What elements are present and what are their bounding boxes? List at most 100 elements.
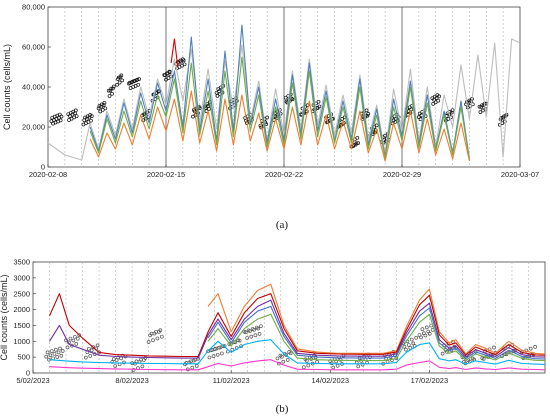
observation-point [423, 333, 428, 338]
observation-point [245, 336, 250, 340]
observation-point [86, 346, 91, 351]
observation-point [409, 107, 414, 112]
observation-point [481, 357, 486, 361]
observation-point [356, 364, 361, 369]
observation-point [99, 104, 103, 109]
observation-point [257, 332, 262, 336]
observation-point [473, 349, 478, 354]
observation-point [109, 86, 114, 91]
observation-point [533, 345, 537, 349]
observation-point [116, 75, 121, 80]
y-tick-label: 40,000 [22, 83, 45, 92]
observation-point [478, 110, 483, 114]
observation-point [48, 353, 53, 358]
observation-point [98, 109, 103, 114]
observation-point [317, 104, 322, 109]
series-line-2 [48, 293, 546, 358]
observation-point [356, 141, 361, 145]
observation-point [117, 80, 122, 85]
observation-point [290, 97, 295, 102]
observation-point [115, 82, 119, 87]
observation-point [218, 85, 223, 90]
observation-point [111, 86, 115, 91]
observation-point [355, 135, 360, 140]
observation-point [221, 344, 226, 349]
observation-point [281, 359, 286, 364]
observation-point [440, 351, 445, 356]
observation-point [110, 360, 115, 364]
observation-point [283, 95, 288, 100]
observation-point [406, 343, 411, 347]
observation-point [468, 104, 473, 108]
observation-point [120, 78, 125, 83]
observation-point [302, 365, 306, 370]
series-line-4 [89, 90, 470, 162]
observation-point [101, 103, 106, 107]
x-tick-label: 2020-02-29 [383, 170, 421, 179]
y-tick-label: 0 [41, 163, 45, 172]
observation-point [60, 349, 65, 353]
series-line-5 [207, 313, 546, 362]
observation-point [77, 333, 82, 337]
observation-point [215, 352, 220, 357]
observation-point [88, 353, 93, 358]
observation-point [480, 103, 484, 108]
observation-point [119, 73, 124, 78]
observation-point [216, 87, 221, 91]
observation-point [354, 141, 359, 146]
observation-point [103, 106, 108, 111]
observation-point [72, 334, 77, 339]
x-tick-label: 8/02/2023 [115, 376, 148, 385]
observation-point [56, 350, 61, 355]
observation-point [265, 115, 269, 120]
y-axis-label: Cell counts (cells/mL) [2, 44, 12, 130]
observation-point [59, 114, 64, 119]
observation-point [409, 337, 414, 342]
y-tick-label: 1500 [13, 321, 30, 330]
observation-point [502, 119, 507, 124]
observation-point [360, 362, 365, 367]
x-tick-label: 5/02/2023 [16, 376, 49, 385]
observation-point [182, 62, 187, 67]
observation-point [411, 341, 416, 346]
observation-point [492, 345, 496, 350]
observation-point [467, 98, 472, 103]
series-line-3 [49, 299, 546, 359]
observation-point [136, 82, 141, 87]
y-tick-label: 60,000 [22, 43, 45, 52]
observation-point [45, 350, 50, 355]
series-line-6 [49, 339, 546, 365]
observation-point [107, 94, 112, 98]
observation-point [450, 108, 455, 113]
observation-point [110, 91, 114, 96]
observation-point [102, 100, 107, 105]
observation-point [243, 330, 248, 335]
y-tick-label: 20,000 [22, 123, 45, 132]
observation-point [71, 338, 76, 343]
observation-point [59, 353, 64, 358]
observation-point [191, 114, 195, 119]
observation-point [74, 114, 79, 119]
observation-point [427, 331, 432, 336]
observation-point [217, 345, 221, 350]
observation-point [279, 354, 284, 359]
observation-point [89, 348, 94, 353]
series-line-7 [49, 359, 546, 371]
observation-point [75, 336, 80, 341]
observation-point [137, 77, 141, 81]
y-tick-label: 80,000 [22, 3, 45, 12]
observation-point [111, 84, 116, 89]
observation-point [404, 347, 408, 352]
observation-point [58, 118, 63, 123]
observation-point [414, 335, 419, 340]
y-tick-label: 500 [17, 353, 30, 362]
observation-point [55, 355, 60, 359]
observation-point [52, 351, 57, 356]
observation-point [285, 358, 290, 362]
y-tick-label: 0 [26, 369, 30, 378]
observation-point [190, 365, 195, 370]
observation-point [528, 346, 533, 351]
observation-point [256, 326, 261, 331]
observation-point [433, 100, 438, 105]
